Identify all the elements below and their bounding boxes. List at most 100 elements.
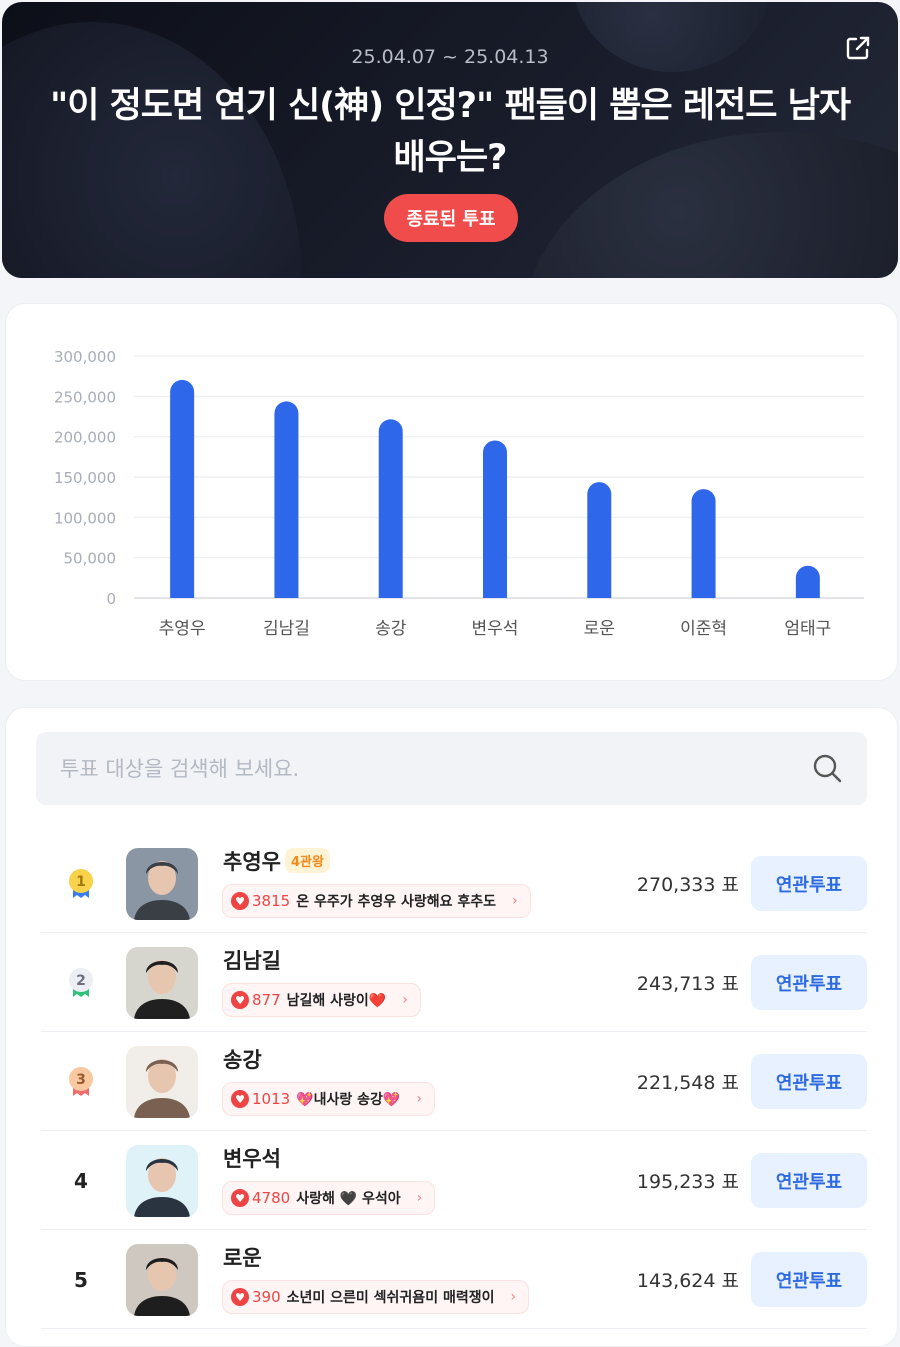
person-silhouette-icon — [134, 960, 190, 1019]
comment-text: 남길해 사랑이❤️ — [286, 993, 387, 1009]
actor-name: 로운 — [223, 1242, 262, 1272]
actor-photo[interactable] — [126, 848, 198, 920]
rank-number: 2 — [76, 973, 86, 989]
chevron-right-icon: › — [512, 893, 518, 909]
comment-text: 사랑해 🖤 우석아 — [296, 1191, 401, 1207]
comment-text: 온 우주가 추영우 사랑해요 후추도 — [296, 894, 497, 910]
bar-로운[interactable] — [587, 482, 612, 598]
bar-추영우[interactable] — [170, 379, 195, 598]
ranking-row: 5 로운 ♥ 390 소년미 으른미 섹쉬귀욤미 매력쟁이 › 143,624 표 연관투표 — [41, 1230, 867, 1329]
actor-name: 송강 — [223, 1044, 262, 1074]
fan-comment-link[interactable]: ♥ 390 소년미 으른미 섹쉬귀욤미 매력쟁이 › — [222, 1280, 530, 1314]
actor-photo[interactable] — [126, 947, 198, 1019]
comment-count: 3815 — [252, 892, 291, 910]
y-tick-label: 0 — [106, 590, 116, 608]
actor-name: 변우석 — [223, 1143, 281, 1173]
related-vote-button[interactable]: 연관투표 — [751, 1153, 867, 1208]
fan-comment-link[interactable]: ♥ 3815 온 우주가 추영우 사랑해요 후추도 › — [222, 884, 531, 918]
vote-count: 221,548 표 — [636, 1072, 739, 1094]
chevron-right-icon: › — [402, 992, 408, 1008]
comment-count: 1013 — [252, 1090, 291, 1108]
related-vote-button[interactable]: 연관투표 — [751, 1252, 867, 1307]
bar-이준혁[interactable] — [691, 489, 716, 598]
heart-icon: ♥ — [231, 1288, 249, 1306]
x-tick-label: 송강 — [375, 619, 407, 639]
comment-text: 소년미 으른미 섹쉬귀욤미 매력쟁이 — [286, 1290, 495, 1306]
heart-icon: ♥ — [231, 1090, 249, 1108]
bar-엄태구[interactable] — [795, 565, 820, 598]
y-tick-label: 100,000 — [54, 509, 116, 527]
person-silhouette-icon — [134, 1158, 190, 1217]
related-vote-button[interactable]: 연관투표 — [751, 1054, 867, 1109]
search-box — [36, 732, 867, 805]
x-tick-label: 이준혁 — [680, 619, 727, 639]
share-external-icon[interactable] — [844, 34, 872, 62]
vote-hero-banner: 25.04.07 ~ 25.04.13 "이 정도면 연기 신(神) 인정?" … — [2, 2, 898, 278]
vote-count: 270,333 표 — [636, 874, 739, 896]
person-silhouette-icon — [134, 1059, 190, 1118]
x-tick-label: 엄태구 — [784, 619, 831, 639]
chevron-right-icon: › — [416, 1091, 422, 1107]
person-silhouette-icon — [134, 861, 190, 920]
ended-vote-button[interactable]: 종료된 투표 — [384, 194, 518, 242]
comment-text: 💖내사랑 송강💖 — [296, 1092, 401, 1108]
vote-count: 243,713 표 — [636, 973, 739, 995]
vote-bar-chart: 0 50,000 100,000 150,000 200,000 250,000 300,0… — [54, 348, 864, 639]
bar-변우석[interactable] — [483, 440, 507, 598]
comment-count: 4780 — [252, 1189, 291, 1207]
actor-name: 추영우 4관왕 — [223, 846, 330, 876]
x-tick-label: 변우석 — [472, 619, 519, 639]
title-badge: 4관왕 — [284, 848, 330, 873]
actor-name-text: 변우석 — [223, 1147, 281, 1171]
actor-name-text: 송강 — [223, 1048, 262, 1072]
search-icon[interactable] — [811, 752, 843, 784]
rank-number: 5 — [74, 1268, 88, 1292]
x-tick-label: 김남길 — [263, 619, 310, 639]
comment-count: 390 — [252, 1288, 281, 1306]
x-tick-label: 로운 — [584, 619, 615, 639]
bar-김남길[interactable] — [274, 401, 299, 598]
heart-icon: ♥ — [231, 1189, 249, 1207]
rank-number: 4 — [74, 1169, 88, 1193]
y-tick-label: 200,000 — [54, 429, 116, 447]
heart-icon: ♥ — [231, 991, 249, 1009]
rank-number: 3 — [76, 1072, 86, 1088]
vote-date-range: 25.04.07 ~ 25.04.13 — [351, 46, 549, 68]
rank-medal-icon: 3 — [69, 1067, 93, 1096]
ranking-row: 1 추영우 4관왕 ♥ 3815 온 우주가 추영우 사랑해요 후추도 › 270,333 표… — [41, 834, 867, 933]
search-input[interactable] — [36, 732, 867, 805]
related-vote-button[interactable]: 연관투표 — [751, 856, 867, 911]
vote-count: 195,233 표 — [636, 1171, 739, 1193]
fan-comment-link[interactable]: ♥ 877 남길해 사랑이❤️ › — [222, 983, 421, 1017]
heart-icon: ♥ — [231, 892, 249, 910]
y-tick-label: 150,000 — [54, 469, 116, 487]
fan-comment-link[interactable]: ♥ 1013 💖내사랑 송강💖 › — [222, 1082, 435, 1116]
rank-number: 1 — [76, 874, 86, 890]
y-tick-label: 300,000 — [54, 348, 116, 366]
chevron-right-icon: › — [416, 1190, 423, 1206]
ranking-row: 4 변우석 ♥ 4780 사랑해 🖤 우석아 › 195,233 표 연관투표 — [41, 1131, 867, 1230]
fan-comment-link[interactable]: ♥ 4780 사랑해 🖤 우석아 › — [222, 1181, 436, 1215]
ranking-row: 2 김남길 ♥ 877 남길해 사랑이❤️ › 243,713 표 연관투표 — [41, 933, 867, 1032]
actor-name-text: 추영우 — [223, 850, 281, 874]
ranking-row: 3 송강 ♥ 1013 💖내사랑 송강💖 › 221,548 표 연관투표 — [41, 1032, 867, 1131]
bar-송강[interactable] — [378, 419, 403, 598]
comment-count: 877 — [252, 991, 281, 1009]
actor-photo[interactable] — [126, 1244, 198, 1316]
actor-name-text: 로운 — [223, 1246, 262, 1270]
chevron-right-icon: › — [510, 1289, 517, 1305]
rank-medal-icon: 2 — [69, 968, 93, 997]
y-tick-label: 250,000 — [54, 388, 116, 406]
rank-medal-icon: 1 — [69, 869, 93, 898]
related-vote-button[interactable]: 연관투표 — [751, 955, 867, 1010]
actor-photo[interactable] — [126, 1145, 198, 1217]
x-tick-label: 추영우 — [159, 619, 206, 639]
actor-photo[interactable] — [126, 1046, 198, 1118]
person-silhouette-icon — [134, 1257, 190, 1316]
y-tick-label: 50,000 — [64, 550, 117, 568]
vote-chart-card: 0 50,000 100,000 150,000 200,000 250,000 300,0… — [5, 303, 898, 681]
vote-count: 143,624 표 — [636, 1270, 739, 1292]
actor-name-text: 김남길 — [223, 949, 281, 973]
actor-name: 김남길 — [223, 945, 281, 975]
